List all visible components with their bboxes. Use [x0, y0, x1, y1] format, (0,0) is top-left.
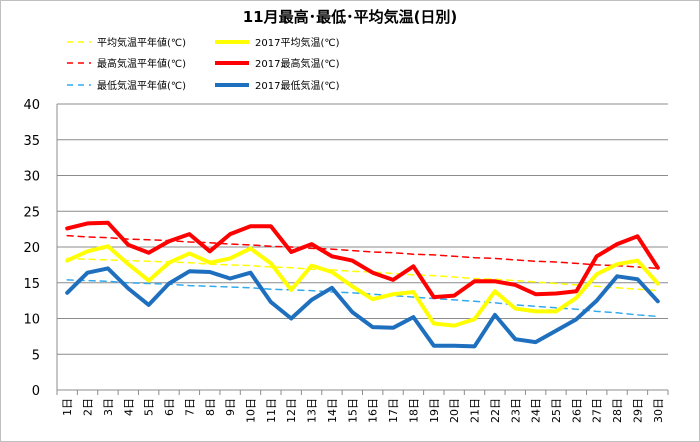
x-tick-label: 23日 — [509, 398, 522, 423]
x-tick-label: 5日 — [143, 398, 156, 416]
x-tick-label: 4日 — [122, 398, 135, 416]
series-5 — [66, 279, 659, 318]
legend-item-3: 最高気温平年値(℃) — [67, 57, 186, 70]
x-tick-label: 13日 — [306, 398, 319, 423]
legend-label: 2017平均気温(℃) — [255, 36, 340, 49]
legend-item-6: 2017最低気温(℃) — [215, 79, 340, 92]
x-tick-label: 17日 — [387, 398, 400, 423]
x-tick-label: 9日 — [224, 398, 237, 416]
x-tick-label: 27日 — [591, 398, 604, 423]
series-line-5 — [66, 279, 659, 318]
series-line-6 — [65, 266, 660, 349]
legend-label: 平均気温平年値(℃) — [97, 36, 186, 49]
y-tick-label: 10 — [23, 313, 40, 328]
legend-label: 2017最低気温(℃) — [255, 79, 340, 92]
x-tick-label: 3日 — [102, 398, 115, 416]
x-tick-label: 6日 — [163, 398, 176, 416]
x-tick-label: 29日 — [631, 398, 644, 423]
series-line-4 — [65, 220, 660, 300]
x-axis: 1日 2日 3日 4日 5日 6日 7日 8日 9日 10日 11日 12日 13日 14日 15日 16日 1… — [56, 390, 669, 423]
x-tick-label: 20日 — [448, 398, 461, 423]
x-tick-label: 15日 — [346, 398, 359, 423]
x-tick-label: 10日 — [244, 398, 257, 423]
x-tick-label: 30日 — [652, 398, 665, 423]
y-tick-label: 5 — [32, 348, 40, 363]
series-line-3 — [66, 234, 659, 270]
legend-item-4: 2017最高気温(℃) — [215, 57, 340, 70]
chart-title: 11月最高･最低･平均気温(日別) — [243, 8, 458, 26]
x-tick-label: 19日 — [428, 398, 441, 423]
legend-item-1: 平均気温平年値(℃) — [67, 36, 186, 49]
y-tick-label: 40 — [23, 98, 40, 113]
y-tick-label: 15 — [23, 277, 40, 292]
y-tick-label: 25 — [23, 205, 40, 220]
plot-area — [65, 220, 660, 349]
x-tick-label: 25日 — [550, 398, 563, 423]
legend: 平均気温平年値(℃) 最高気温平年値(℃) 最低気温平年値(℃) 2017平均気温(℃… — [67, 36, 340, 92]
series-6 — [65, 266, 660, 349]
x-tick-label: 8日 — [204, 398, 217, 416]
y-axis: 0 5 10 15 20 25 30 35 40 — [23, 98, 58, 399]
legend-label: 2017最高気温(℃) — [255, 57, 340, 70]
x-tick-label: 12日 — [285, 398, 298, 423]
series-4 — [65, 220, 660, 300]
x-tick-label: 1日 — [61, 398, 74, 416]
gridlines — [57, 103, 668, 391]
legend-label: 最低気温平年値(℃) — [97, 79, 186, 92]
y-tick-label: 0 — [32, 384, 40, 399]
legend-label: 最高気温平年値(℃) — [97, 57, 186, 70]
series-2 — [65, 244, 660, 328]
series-line-1 — [66, 257, 659, 292]
y-tick-label: 20 — [23, 241, 40, 256]
x-tick-label: 11日 — [265, 398, 278, 423]
x-tick-label: 18日 — [407, 398, 420, 423]
x-tick-label: 28日 — [611, 398, 624, 423]
y-tick-label: 30 — [23, 170, 40, 185]
x-tick-label: 14日 — [326, 398, 339, 423]
y-tick-label: 35 — [23, 134, 40, 149]
legend-item-2: 2017平均気温(℃) — [215, 36, 340, 49]
x-tick-label: 22日 — [489, 398, 502, 423]
x-tick-label: 21日 — [469, 398, 482, 423]
x-tick-label: 26日 — [570, 398, 583, 423]
x-tick-label: 7日 — [183, 398, 196, 416]
x-tick-label: 2日 — [82, 398, 95, 416]
x-tick-label: 24日 — [530, 398, 543, 423]
x-tick-label: 16日 — [367, 398, 380, 423]
legend-item-5: 最低気温平年値(℃) — [67, 79, 186, 92]
series-3 — [66, 234, 659, 270]
series-line-2 — [65, 244, 660, 328]
